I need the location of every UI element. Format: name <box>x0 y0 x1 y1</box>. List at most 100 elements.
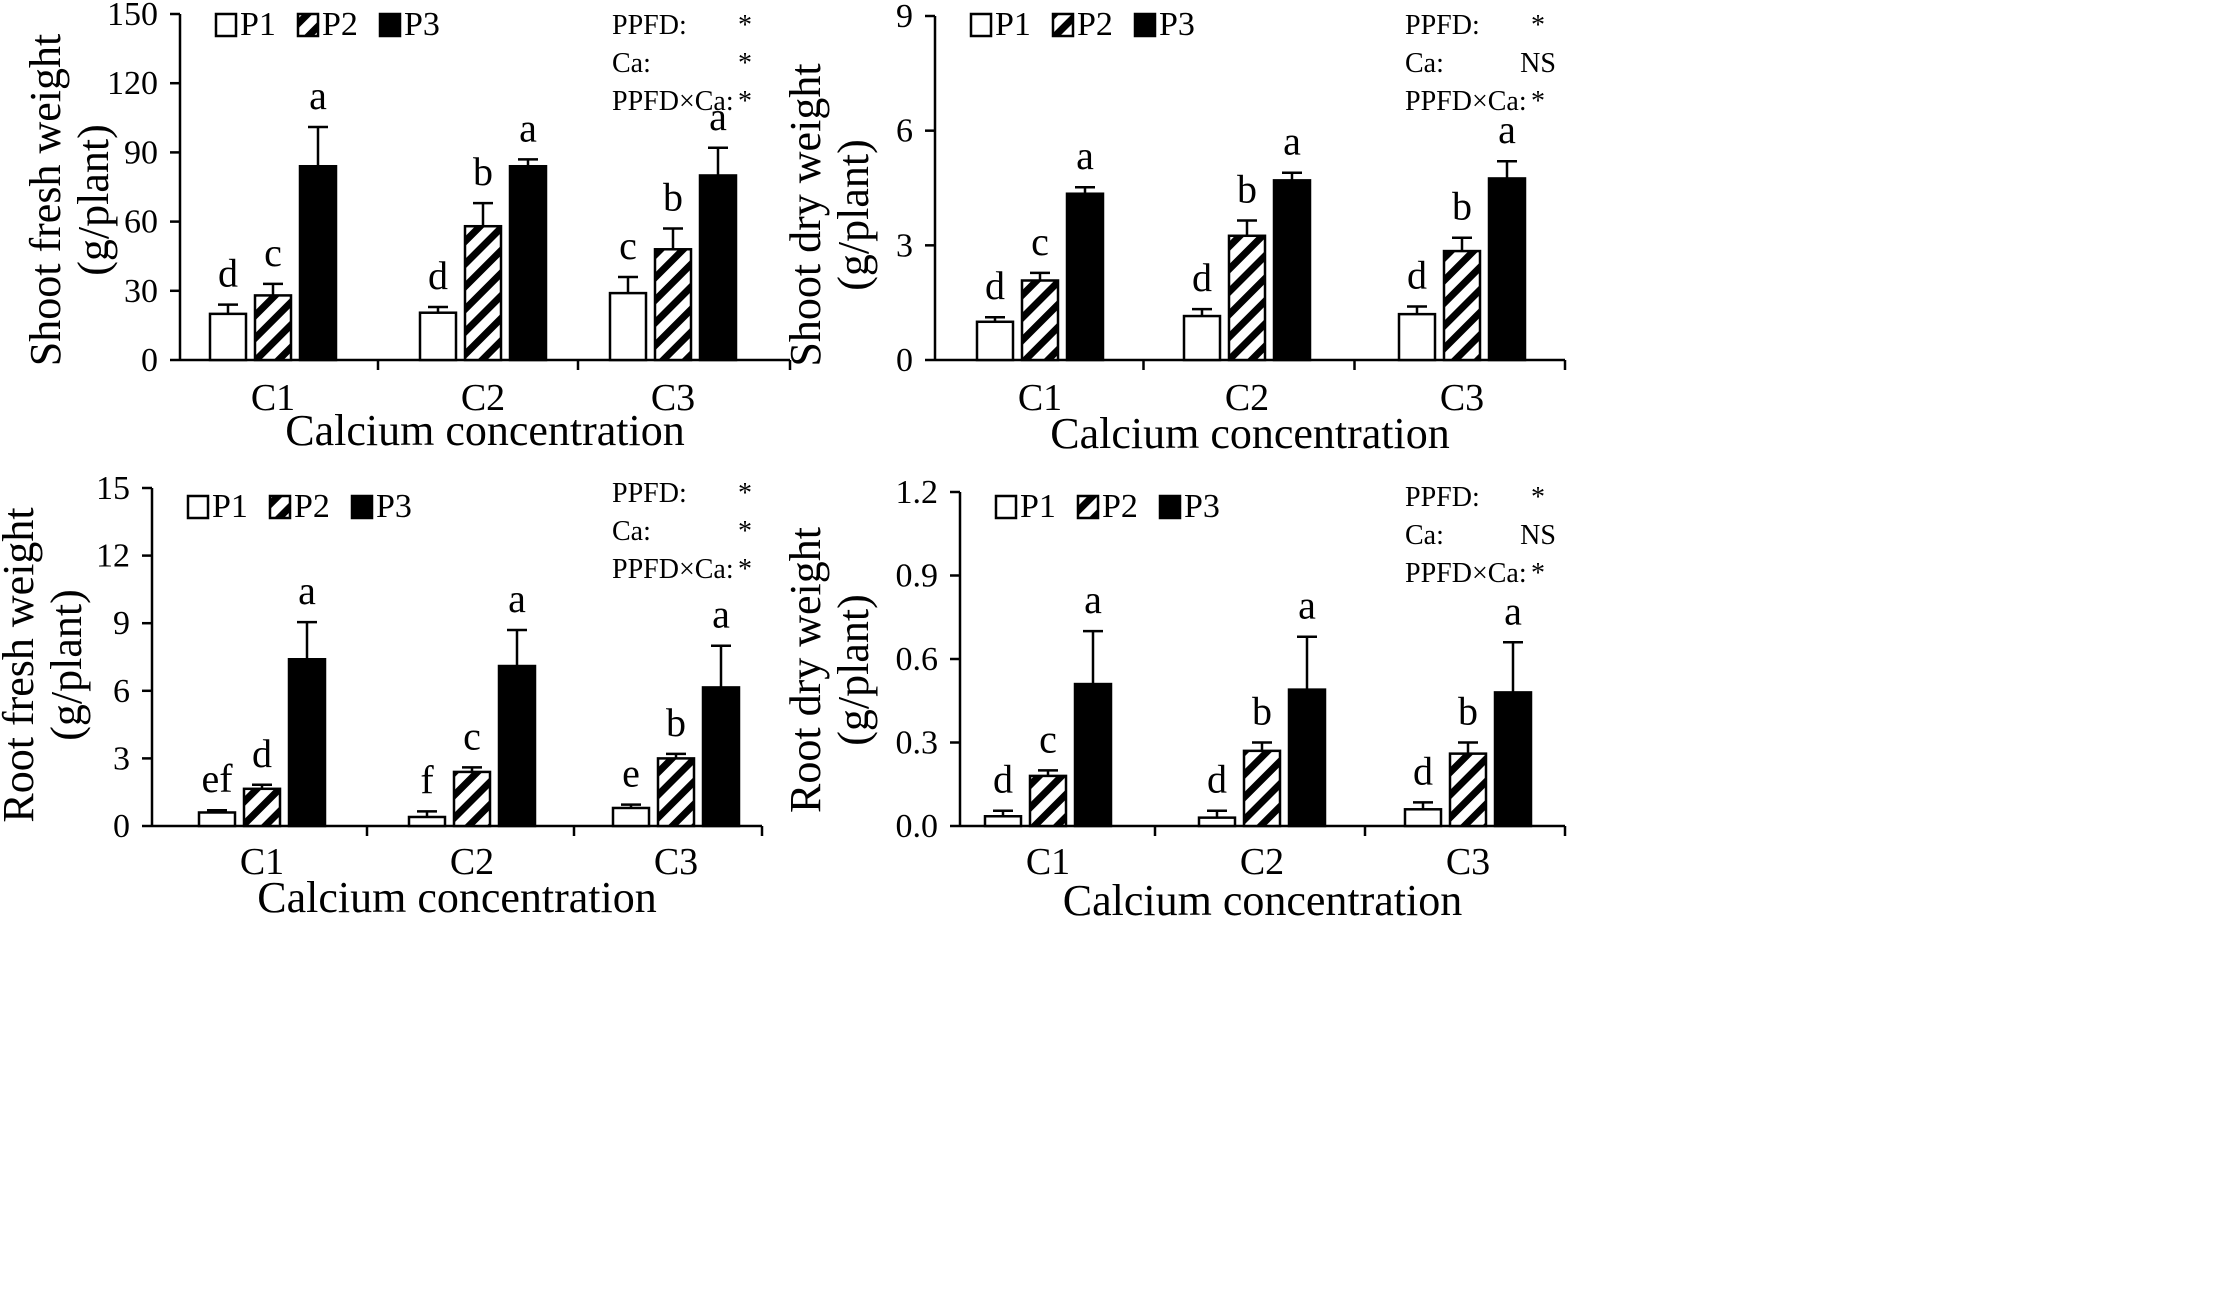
stats-value: * <box>1531 558 1545 589</box>
legend-swatch-P3 <box>378 12 402 38</box>
legend-label-P2: P2 <box>1102 488 1138 525</box>
y-tick-label: 120 <box>107 65 158 102</box>
x-tick-label: C2 <box>461 377 505 419</box>
bar-P2-C2 <box>452 770 492 828</box>
significance-letter: a <box>1076 133 1094 178</box>
bar-P2-C2 <box>463 224 503 362</box>
x-tick-label: C3 <box>1446 841 1490 883</box>
significance-letter: b <box>1237 166 1257 211</box>
stats-value: * <box>738 10 752 41</box>
bar-P2-C3 <box>1442 249 1482 362</box>
bar-P2-C2 <box>1242 749 1282 828</box>
legend-label-P2: P2 <box>294 488 330 525</box>
bar-P3-C1 <box>1073 682 1113 828</box>
legend-label-P3: P3 <box>1159 6 1195 43</box>
stats-value: * <box>738 48 752 79</box>
significance-letter: d <box>1192 255 1212 300</box>
bar-P3-C1 <box>1065 192 1105 362</box>
bar-P2-C2 <box>1227 234 1267 362</box>
significance-letter: a <box>519 105 537 150</box>
significance-letter: c <box>619 223 637 268</box>
stats-value: * <box>738 478 752 509</box>
significance-letter: d <box>1207 757 1227 802</box>
stats-label: PPFD: <box>1405 482 1480 513</box>
stats-label: Ca: <box>1405 48 1444 79</box>
y-axis-label: Shoot fresh weight <box>21 34 70 366</box>
y-axis-label: Root dry weight <box>781 527 830 813</box>
legend-swatch-P3 <box>350 494 374 520</box>
stats-value: * <box>738 554 752 585</box>
significance-letter: a <box>1498 107 1516 152</box>
bar-P2-C1 <box>253 294 293 362</box>
legend-swatch-P1 <box>186 494 210 520</box>
significance-letter: b <box>473 149 493 194</box>
legend-swatch-P2 <box>1051 12 1075 38</box>
significance-letter: a <box>709 94 727 139</box>
x-tick-label: C1 <box>251 377 295 419</box>
y-tick-label: 6 <box>113 673 130 710</box>
legend-swatch-P2 <box>1076 494 1100 520</box>
stats-value: NS <box>1520 520 1556 551</box>
legend-label-P2: P2 <box>1077 6 1113 43</box>
significance-letter: d <box>252 731 272 776</box>
y-axis-label: Root fresh weight <box>0 507 43 822</box>
bar-P1-C2 <box>1197 816 1237 828</box>
y-tick-label: 90 <box>124 134 158 171</box>
y-tick-label: 0 <box>896 342 913 379</box>
y-axis-label: Shoot dry weight <box>781 63 830 366</box>
significance-letter: b <box>1452 184 1472 229</box>
y-axis-label-units: (g/plant) <box>829 594 878 746</box>
y-tick-label: 9 <box>896 0 913 35</box>
bar-P2-C1 <box>242 787 282 828</box>
stats-label: PPFD×Ca: <box>612 86 734 117</box>
bar-P2-C3 <box>656 757 696 828</box>
legend-swatch-P2 <box>268 494 292 520</box>
significance-letter: b <box>1252 689 1272 734</box>
legend-label-P1: P1 <box>240 6 276 43</box>
significance-letter: f <box>420 757 434 802</box>
significance-letter: e <box>622 751 640 796</box>
stats-value: NS <box>1520 48 1556 79</box>
bar-P3-C3 <box>698 174 738 362</box>
x-tick-label: C1 <box>1018 377 1062 419</box>
x-tick-label: C3 <box>651 377 695 419</box>
legend-label-P3: P3 <box>1184 488 1220 525</box>
legend-label-P3: P3 <box>404 6 440 43</box>
y-tick-label: 12 <box>96 538 130 575</box>
bar-P3-C2 <box>508 164 548 362</box>
significance-letter: d <box>428 253 448 298</box>
legend-swatch-P1 <box>969 12 993 38</box>
bar-P1-C2 <box>1182 314 1222 362</box>
bar-P1-C3 <box>1403 808 1443 828</box>
y-axis-label-units: (g/plant) <box>42 589 91 741</box>
stats-label: PPFD: <box>1405 10 1480 41</box>
significance-letter: b <box>663 175 683 220</box>
legend-swatch-P2 <box>296 12 320 38</box>
significance-letter: c <box>1031 219 1049 264</box>
x-tick-label: C2 <box>1240 841 1284 883</box>
stats-value: * <box>1531 10 1545 41</box>
x-tick-label: C2 <box>1225 377 1269 419</box>
stats-label: Ca: <box>1405 520 1444 551</box>
y-tick-label: 0.3 <box>896 725 939 762</box>
significance-letter: a <box>1283 119 1301 164</box>
x-axis-label: Calcium concentration <box>1050 409 1450 458</box>
legend-swatch-P3 <box>1133 12 1157 38</box>
x-axis-label: Calcium concentration <box>285 406 685 455</box>
y-tick-label: 9 <box>113 605 130 642</box>
bar-P1-C1 <box>197 811 237 828</box>
bar-P3-C3 <box>1493 691 1533 828</box>
stats-label: PPFD×Ca: <box>1405 558 1527 589</box>
y-axis-label-units: (g/plant) <box>829 139 878 291</box>
y-tick-label: 0.9 <box>896 558 939 595</box>
stats-label: PPFD: <box>612 10 687 41</box>
bar-P2-C1 <box>1028 774 1068 828</box>
stats-label: Ca: <box>612 48 651 79</box>
bar-P1-C2 <box>407 815 447 828</box>
x-tick-label: C3 <box>1440 377 1484 419</box>
x-tick-label: C3 <box>654 841 698 883</box>
legend-swatch-P1 <box>994 494 1018 520</box>
legend-label-P1: P1 <box>995 6 1031 43</box>
